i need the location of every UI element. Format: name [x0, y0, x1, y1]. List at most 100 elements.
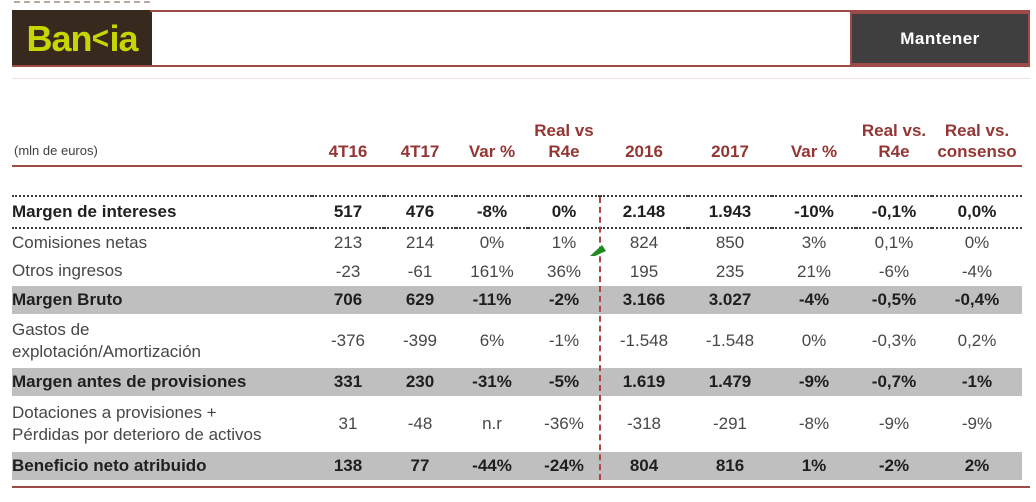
cell: -36% [544, 414, 584, 433]
cell: 2% [964, 456, 990, 475]
cell: -291 [712, 414, 748, 433]
col-header-real-vs-consenso: Real vs. consenso [932, 112, 1022, 167]
cell: n.r [482, 414, 502, 433]
row-gastos-explotacion: Gastos de explotación/Amortización -376 … [12, 314, 1022, 368]
cell: 6% [479, 331, 505, 350]
cell: -48 [407, 414, 433, 433]
cell: 0% [479, 233, 505, 252]
cell: 161% [470, 261, 514, 281]
brand-text: Ban<ia [26, 17, 138, 59]
cell: -1% [961, 372, 993, 391]
row-margen-antes-provisiones: Margen antes de provisiones 331 230 -31%… [12, 368, 1022, 396]
cell: 804 [629, 456, 659, 475]
cell: -61 [407, 261, 433, 281]
row-label: Comisiones netas [12, 232, 148, 252]
cell: -1.548 [619, 331, 669, 350]
cell: 517 [312, 195, 384, 229]
cell: -9% [961, 414, 993, 433]
row-label: Margen antes de provisiones [12, 371, 247, 391]
cell: -4% [961, 261, 993, 281]
cell: 213 [333, 233, 363, 252]
header-gap [12, 166, 1022, 196]
cell: -31% [472, 372, 512, 391]
header-band-top-rule [150, 10, 1030, 12]
row-margen-bruto: Margen Bruto 706 629 -11% -2% 3.166 3.02… [12, 286, 1022, 314]
cell: 476 [384, 195, 456, 229]
cell: -44% [472, 456, 512, 475]
cell: -0,3% [871, 331, 917, 350]
cell: 3.166 [622, 290, 666, 309]
cell: 138 [333, 456, 363, 475]
row-beneficio-neto: Beneficio neto atribuido 138 77 -44% -24… [12, 452, 1022, 480]
cell: 629 [405, 290, 435, 309]
cell: 31 [338, 414, 358, 433]
col-header-2017: 2017 [688, 112, 772, 167]
cell: -1.548 [705, 331, 755, 350]
cell: -5% [548, 372, 580, 391]
cell: 0% [528, 195, 600, 229]
cell: -0,1% [856, 195, 932, 229]
row-comisiones-netas: Comisiones netas 213 214 0% 1% 824 850 3… [12, 228, 1022, 257]
cell: 1.619 [622, 372, 666, 391]
table-bottom-rule [12, 486, 1030, 488]
row-label: Gastos de explotación/Amortización [12, 319, 201, 361]
header-band-bottom-rule [12, 65, 1030, 67]
cell: 0,0% [932, 195, 1022, 229]
cell: -2% [878, 456, 910, 475]
cell: 214 [405, 233, 435, 252]
row-margen-intereses: Margen de intereses 517 476 -8% 0% 2.148… [12, 195, 1022, 229]
cell: 706 [333, 290, 363, 309]
col-header-var-quarter: Var % [456, 112, 528, 167]
cell: 1.943 [688, 195, 772, 229]
col-header-real-vs-r4e-quarter: Real vs R4e [528, 112, 600, 167]
row-label: Beneficio neto atribuido [12, 455, 207, 475]
faint-divider [12, 78, 1030, 79]
cell: 230 [405, 372, 435, 391]
cell: 0% [801, 331, 827, 350]
col-header-var-year: Var % [772, 112, 856, 167]
col-header-4t17: 4T17 [384, 112, 456, 167]
col-header-4t16: 4T16 [312, 112, 384, 167]
cell: 36% [546, 261, 582, 281]
cell: 1% [551, 233, 577, 252]
results-table: (mln de euros) 4T16 4T17 Var % Real vs R4… [12, 112, 1022, 480]
page-break-dashes [14, 1, 150, 3]
cell: -11% [472, 290, 512, 309]
cell: -23 [335, 261, 361, 281]
cell: 0% [964, 233, 990, 252]
cell: 331 [333, 372, 363, 391]
cell: 77 [410, 456, 430, 475]
cell: -6% [878, 261, 910, 281]
cell: 21% [796, 261, 832, 281]
cell: -1% [548, 331, 580, 350]
cell: -0,4% [954, 290, 1000, 309]
logo-k-glyph: < [92, 18, 109, 56]
cell: 0,1% [874, 233, 914, 252]
table-header-row: (mln de euros) 4T16 4T17 Var % Real vs R4… [12, 112, 1022, 167]
cell: 824 [629, 233, 659, 252]
cell: 3.027 [708, 290, 752, 309]
cell: -0,5% [871, 290, 917, 309]
cell: -10% [772, 195, 856, 229]
row-label: Margen Bruto [12, 289, 123, 309]
cell: -8% [456, 195, 528, 229]
cell: -4% [798, 290, 830, 309]
cell: -376 [330, 331, 366, 350]
cell: -399 [402, 331, 438, 350]
unit-label: (mln de euros) [12, 112, 312, 167]
cell: 235 [715, 261, 745, 281]
row-label: Margen de intereses [12, 195, 312, 229]
cell: 850 [715, 233, 745, 252]
comment-marker-icon [590, 245, 606, 256]
cell: 816 [715, 456, 745, 475]
quarter-annual-divider [599, 197, 601, 480]
cell: 195 [629, 261, 659, 281]
rating-badge[interactable]: Mantener [850, 12, 1030, 65]
row-dotaciones-provisiones: Dotaciones a provisiones + Pérdidas por … [12, 396, 1022, 452]
row-label: Dotaciones a provisiones + Pérdidas por … [12, 402, 262, 444]
cell: 2.148 [600, 195, 688, 229]
cell: -8% [798, 414, 830, 433]
col-header-real-vs-r4e-year: Real vs. R4e [856, 112, 932, 167]
rating-badge-label: Mantener [900, 28, 980, 48]
cell: -318 [626, 414, 662, 433]
